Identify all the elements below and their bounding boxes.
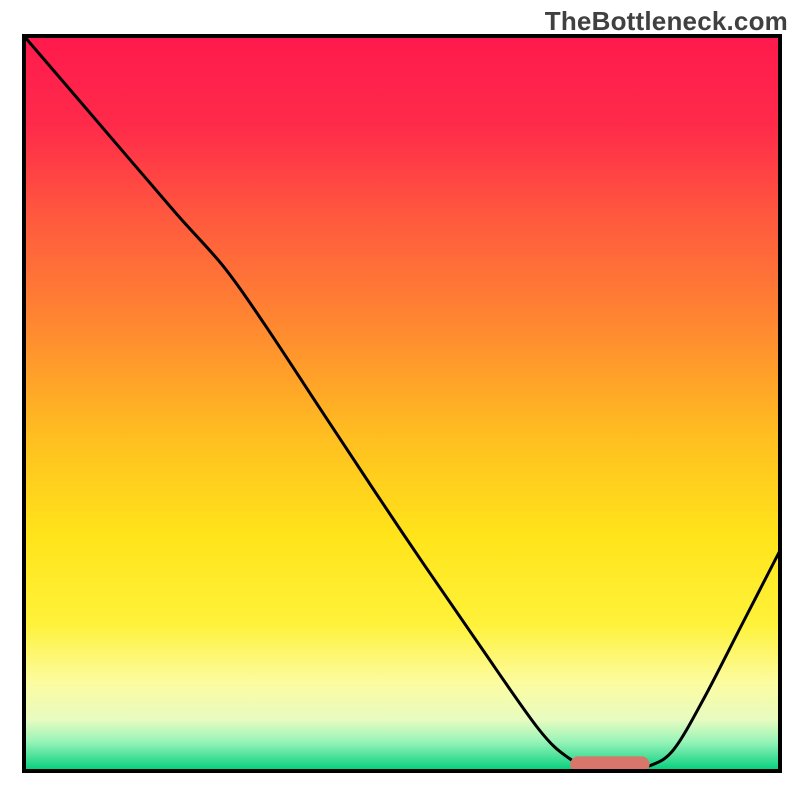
chart-container: TheBottleneck.com — [0, 0, 800, 800]
chart-background — [24, 36, 780, 771]
chart-svg — [0, 0, 800, 800]
